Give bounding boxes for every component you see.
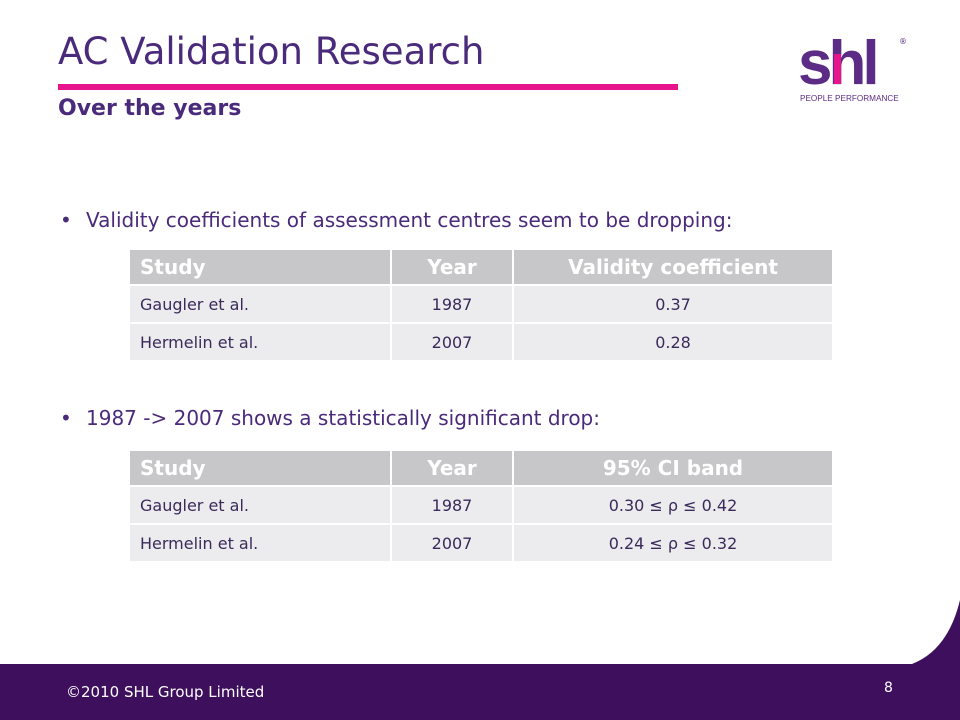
table-row: Hermelin et al. 2007 0.28	[130, 324, 832, 360]
shl-logo: shl ® PEOPLE PERFORMANCE	[798, 32, 907, 103]
bullet-dot: •	[60, 208, 72, 232]
copyright-text: ©2010 SHL Group Limited	[66, 683, 265, 701]
confidence-interval-table: Study Year 95% CI band Gaugler et al. 19…	[128, 449, 834, 563]
cell-year: 1987	[392, 487, 512, 523]
header-validity-coefficient: Validity coefficient	[514, 250, 832, 284]
logo-registered: ®	[899, 37, 907, 46]
bullet-1-text: Validity coefficients of assessment cent…	[86, 208, 733, 232]
page-number: 8	[884, 680, 893, 696]
footer-band-shape	[0, 600, 960, 720]
cell-ci-band: 0.30 ≤ ρ ≤ 0.42	[514, 487, 832, 523]
logo-accent	[834, 54, 841, 84]
slide-title: AC Validation Research	[58, 30, 485, 73]
cell-year: 1987	[392, 286, 512, 322]
cell-study: Hermelin et al.	[130, 324, 390, 360]
cell-study: Gaugler et al.	[130, 286, 390, 322]
bullet-2: • 1987 -> 2007 shows a statistically sign…	[60, 406, 600, 430]
table-header-row: Study Year 95% CI band	[130, 451, 832, 485]
cell-ci-band: 0.24 ≤ ρ ≤ 0.32	[514, 525, 832, 561]
logo-tagline: PEOPLE PERFORMANCE	[800, 94, 899, 103]
title-underline	[58, 84, 678, 90]
header-ci-band: 95% CI band	[514, 451, 832, 485]
cell-year: 2007	[392, 525, 512, 561]
table-row: Gaugler et al. 1987 0.30 ≤ ρ ≤ 0.42	[130, 487, 832, 523]
footer-band	[0, 600, 960, 720]
table-row: Gaugler et al. 1987 0.37	[130, 286, 832, 322]
validity-coefficient-table: Study Year Validity coefficient Gaugler …	[128, 248, 834, 362]
cell-year: 2007	[392, 324, 512, 360]
table-header-row: Study Year Validity coefficient	[130, 250, 832, 284]
cell-study: Hermelin et al.	[130, 525, 390, 561]
header-year: Year	[392, 250, 512, 284]
table-row: Hermelin et al. 2007 0.24 ≤ ρ ≤ 0.32	[130, 525, 832, 561]
cell-coefficient: 0.28	[514, 324, 832, 360]
header-study: Study	[130, 451, 390, 485]
slide-subtitle: Over the years	[58, 96, 242, 121]
bullet-1: • Validity coefficients of assessment cen…	[60, 208, 732, 232]
header-year: Year	[392, 451, 512, 485]
bullet-2-text: 1987 -> 2007 shows a statistically signi…	[86, 406, 600, 430]
cell-coefficient: 0.37	[514, 286, 832, 322]
header-study: Study	[130, 250, 390, 284]
cell-study: Gaugler et al.	[130, 487, 390, 523]
bullet-dot: •	[60, 406, 72, 430]
